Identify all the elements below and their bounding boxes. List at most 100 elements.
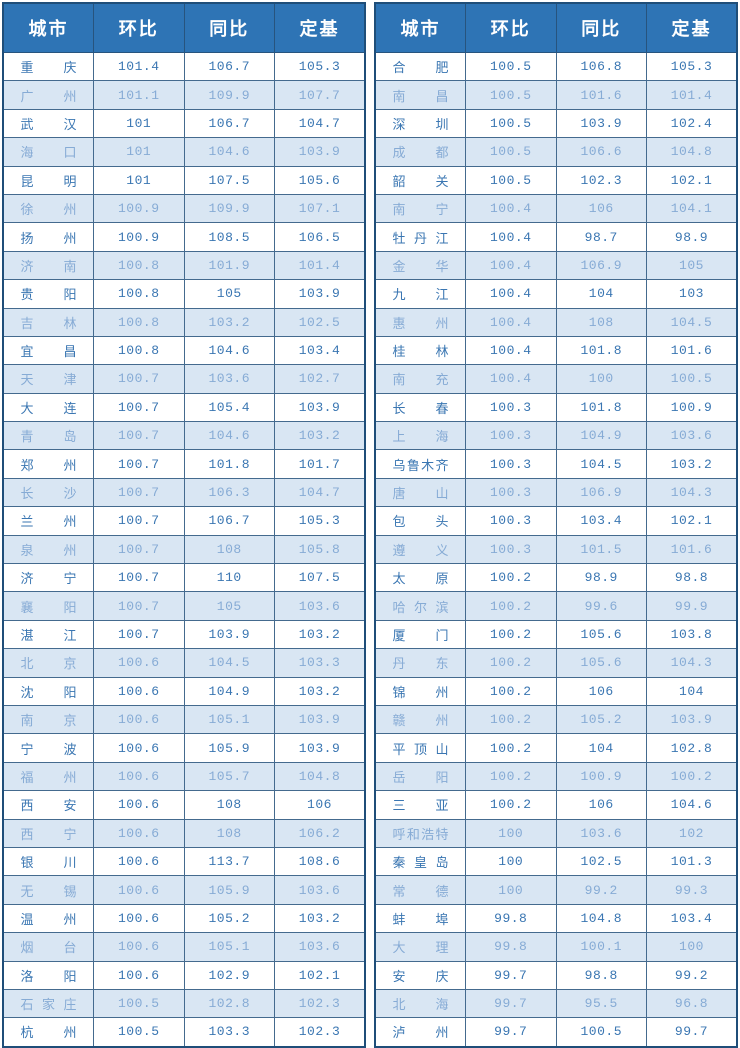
value-cell: 105	[646, 250, 738, 281]
city-name: 遵义	[392, 542, 449, 558]
table-row: 北京 100.6 104.5 103.3	[2, 648, 366, 678]
value-cell: 100.1	[555, 932, 647, 962]
value-cell: 103.6	[183, 364, 275, 394]
value-cell: 100.6	[93, 676, 185, 706]
value-cell: 102.1	[274, 960, 366, 990]
value-cell: 101.6	[646, 534, 738, 565]
value-cell: 98.7	[555, 222, 647, 252]
city-name: 福州	[20, 769, 77, 785]
value-cell: 106.7	[183, 506, 275, 536]
value-cell: 101.6	[646, 335, 738, 366]
value-cell: 101.6	[555, 80, 647, 110]
city-name: 安庆	[392, 968, 449, 984]
table-row: 泉州 100.7 108 105.8	[2, 534, 366, 565]
value-cell: 99.9	[646, 591, 738, 621]
value-cell: 101.8	[183, 449, 275, 479]
city-name: 南昌	[392, 88, 449, 104]
city-name: 惠州	[392, 315, 449, 331]
value-cell: 106	[555, 676, 647, 706]
value-cell: 100.4	[465, 279, 557, 309]
value-cell: 99.6	[555, 591, 647, 621]
value-cell: 101.8	[555, 392, 647, 423]
value-cell: 100.5	[465, 165, 557, 195]
city-name: 成都	[392, 145, 449, 161]
value-cell: 100.3	[465, 392, 557, 423]
value-cell: 98.8	[555, 960, 647, 990]
value-cell: 105.7	[183, 761, 275, 792]
value-cell: 101	[93, 137, 185, 167]
value-cell: 95.5	[555, 988, 647, 1019]
value-cell: 105.3	[274, 506, 366, 536]
table-row: 岳阳 100.2 100.9 100.2	[374, 761, 738, 792]
city-cell: 襄阳	[2, 591, 94, 621]
value-cell: 103.9	[274, 704, 366, 735]
value-cell: 100.5	[646, 364, 738, 394]
table-row: 西宁 100.6 108 106.2	[2, 818, 366, 848]
value-cell: 100.5	[465, 137, 557, 167]
table-row: 福州 100.6 105.7 104.8	[2, 761, 366, 792]
city-cell: 兰州	[2, 506, 94, 536]
value-cell: 104	[555, 279, 647, 309]
value-cell: 102.5	[274, 307, 366, 337]
city-cell: 岳阳	[374, 761, 466, 792]
table-row: 海口 101 104.6 103.9	[2, 137, 366, 167]
value-cell: 100.8	[93, 335, 185, 366]
table-row: 成都 100.5 106.6 104.8	[374, 137, 738, 167]
value-cell: 105.6	[555, 648, 647, 678]
city-cell: 常德	[374, 875, 466, 905]
city-name: 宁波	[20, 741, 77, 757]
value-cell: 103.6	[555, 818, 647, 848]
value-cell: 102.5	[555, 846, 647, 877]
table-row: 丹东 100.2 105.6 104.3	[374, 648, 738, 678]
table-row: 南宁 100.4 106 104.1	[374, 193, 738, 224]
value-cell: 106	[555, 790, 647, 820]
city-name: 广州	[20, 88, 77, 104]
value-cell: 100.6	[93, 818, 185, 848]
table-row: 石家庄 100.5 102.8 102.3	[2, 988, 366, 1019]
value-cell: 101.8	[555, 335, 647, 366]
table-row: 大连 100.7 105.4 103.9	[2, 392, 366, 423]
city-cell: 沈阳	[2, 676, 94, 706]
value-cell: 100	[465, 846, 557, 877]
value-cell: 103.4	[646, 903, 738, 934]
city-cell: 武汉	[2, 108, 94, 139]
value-cell: 100.7	[93, 591, 185, 621]
value-cell: 105.1	[183, 932, 275, 962]
value-cell: 99.7	[465, 960, 557, 990]
table-row: 吉林 100.8 103.2 102.5	[2, 307, 366, 337]
value-cell: 101	[93, 108, 185, 139]
city-name: 长春	[392, 400, 449, 416]
table-row: 金华 100.4 106.9 105	[374, 250, 738, 281]
value-cell: 100.4	[465, 307, 557, 337]
table-row: 南京 100.6 105.1 103.9	[2, 704, 366, 735]
value-cell: 101.4	[646, 80, 738, 110]
value-cell: 106.3	[183, 477, 275, 508]
value-cell: 100.5	[465, 80, 557, 110]
value-cell: 100.4	[465, 222, 557, 252]
city-name: 上海	[392, 429, 449, 445]
city-cell: 平顶山	[374, 733, 466, 763]
table-row: 济南 100.8 101.9 101.4	[2, 250, 366, 281]
city-cell: 赣州	[374, 704, 466, 735]
value-cell: 100.8	[93, 250, 185, 281]
table-row: 烟台 100.6 105.1 103.6	[2, 932, 366, 962]
value-cell: 104.6	[183, 335, 275, 366]
city-cell: 南充	[374, 364, 466, 394]
column-header-2: 同比	[555, 2, 647, 53]
city-cell: 丹东	[374, 648, 466, 678]
value-cell: 103.9	[274, 279, 366, 309]
table-row: 湛江 100.7 103.9 103.2	[2, 619, 366, 650]
table-row: 重庆 101.4 106.7 105.3	[2, 51, 366, 82]
value-cell: 103.9	[274, 733, 366, 763]
table-row: 广州 101.1 109.9 107.7	[2, 80, 366, 110]
value-cell: 100.6	[93, 932, 185, 962]
city-name: 太原	[392, 571, 449, 587]
value-cell: 106.8	[555, 51, 647, 82]
table-row: 九江 100.4 104 103	[374, 279, 738, 309]
city-name: 深圳	[392, 116, 449, 132]
city-name: 大理	[392, 940, 449, 956]
table-row: 长沙 100.7 106.3 104.7	[2, 477, 366, 508]
value-cell: 108	[183, 790, 275, 820]
value-cell: 103.9	[274, 392, 366, 423]
city-name: 湛江	[20, 628, 77, 643]
